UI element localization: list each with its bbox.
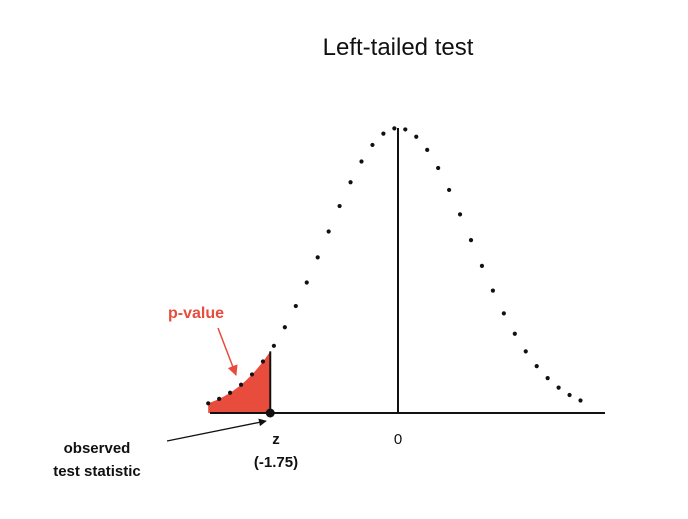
curve-dot [217,396,222,401]
curve-dot [271,343,276,348]
curve-dot [414,134,419,139]
curve-dot [359,159,364,164]
p-value-arrow [217,327,238,376]
p-value-region [208,351,271,413]
curve-dot [403,127,408,132]
curve-dot [315,255,320,260]
curve-dot [337,203,342,209]
z-label: z [272,431,280,448]
curve-dot [282,325,287,330]
z-value-label: (-1.75) [254,454,298,471]
normal-curve-dotted [206,126,583,406]
curve-dot [490,288,495,293]
curve-dot [228,390,233,395]
curve-dot [260,359,266,364]
curve-dot [348,180,353,185]
curve-dot [370,142,375,148]
curve-dot [457,212,463,217]
curve-dot [534,364,539,369]
curve-dot [206,401,211,406]
z-observed-point [265,408,275,418]
curve-dot [425,147,430,153]
curve-dot [249,372,255,377]
curve-dot [468,238,474,243]
curve-dot [392,126,397,131]
curve-dot [447,187,452,193]
p-value-label: p-value [168,305,224,322]
curve-dot [304,280,309,285]
curve-dot [501,311,506,316]
diagram-title: Left-tailed test [323,34,474,61]
curve-dot [381,131,386,136]
observed-arrow [166,418,267,442]
observed-label-line2: test statistic [53,463,141,480]
curve-dot [578,398,583,403]
curve-dot [545,376,550,381]
curve-dot [523,349,528,354]
zero-label: 0 [394,431,402,448]
observed-label-line1: observed [64,440,131,457]
curve-dot [436,165,441,171]
curve-dot [512,331,517,336]
curve-dot [556,385,561,390]
curve-dot [326,229,331,234]
curve-dot [238,382,244,387]
curve-dot [567,392,572,398]
curve-dot [293,303,298,309]
curve-dot [479,263,485,268]
